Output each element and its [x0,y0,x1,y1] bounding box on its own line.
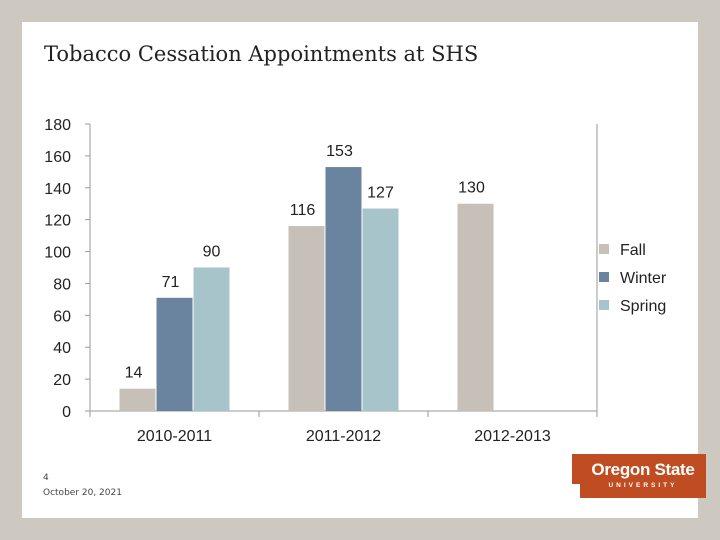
y-tick-label: 0 [62,404,71,421]
data-label: 153 [326,143,353,160]
y-axis: 0 20 40 60 80 100 120 140 160 180 [44,117,598,421]
y-tick-label: 120 [44,213,71,230]
legend-swatch-fall [599,244,609,254]
y-tick-label: 180 [44,117,71,134]
data-label-group: 14 116 130 71 153 90 127 [125,143,485,382]
data-label: 116 [290,202,316,219]
bar-winter [325,167,362,411]
page-title: Tobacco Cessation Appointments at SHS [44,42,479,66]
page-number: 4 [43,473,49,483]
oregon-state-logo: Oregon State UNIVERSITY [572,454,706,498]
y-tick-label: 140 [44,181,71,198]
footer-date: October 20, 2021 [43,488,122,498]
x-tick-label: 2012-2013 [474,428,551,442]
bar-fall [457,203,494,411]
bar-chart: 0 20 40 60 80 100 120 140 160 180 2010-2011 2011-2… [44,117,667,442]
x-axis: 2010-2011 2011-2012 2012-2013 [89,410,598,442]
data-label: 127 [367,185,394,202]
logo-sub-text: UNIVERSITY [608,482,678,489]
y-tick-label: 160 [44,149,71,166]
y-tick-label: 80 [53,276,71,293]
legend-swatch-winter [599,272,609,282]
logo-tab-shape [572,454,580,484]
bar-series-group [119,167,494,411]
bar-fall [119,388,156,411]
chart-legend: Fall Winter Spring [599,242,667,315]
y-tick-label: 60 [53,308,71,325]
data-label: 71 [162,274,180,291]
y-tick-label: 20 [53,372,71,389]
slide: Tobacco Cessation Appointments at SHS 0 2… [22,22,706,518]
logo-main-text: Oregon State [591,460,695,479]
data-label: 90 [203,244,221,261]
bar-spring [193,267,230,411]
legend-swatch-spring [599,300,609,310]
bar-fall [288,226,325,411]
legend-label-fall: Fall [620,242,646,259]
y-tick-label: 100 [44,245,71,262]
legend-label-winter: Winter [620,270,667,287]
x-tick-label: 2011-2012 [306,428,381,442]
data-label: 130 [458,180,485,197]
data-label: 14 [125,365,143,382]
x-tick-label: 2010-2011 [137,428,212,442]
legend-label-spring: Spring [620,298,666,315]
bar-winter [156,297,193,411]
bar-spring [362,208,399,411]
y-tick-label: 40 [53,340,71,357]
